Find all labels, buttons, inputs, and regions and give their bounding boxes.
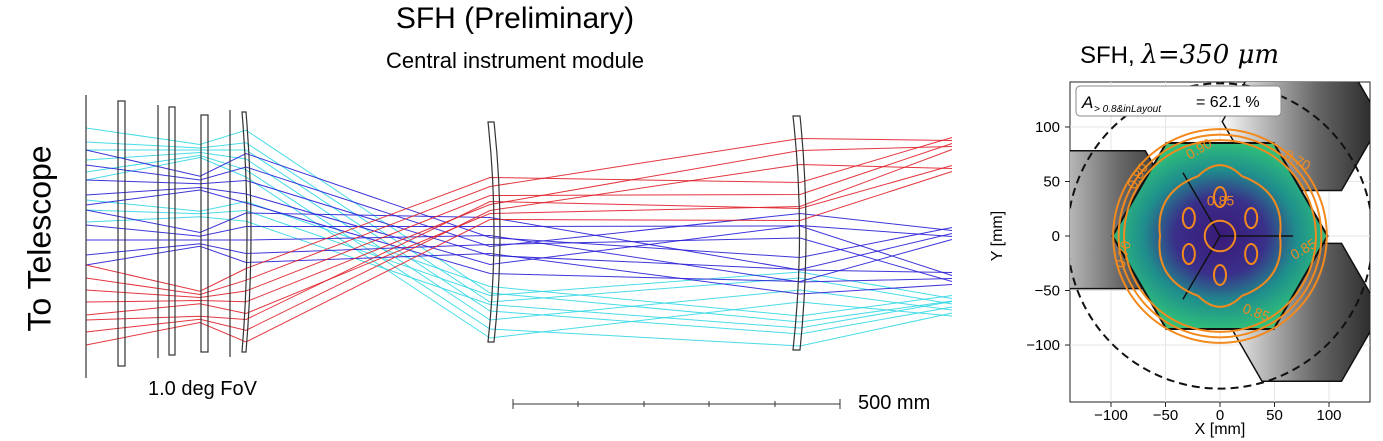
ray-path <box>85 137 953 292</box>
contour-island <box>1213 263 1227 286</box>
efficiency-subscript: > 0.8&inLayout <box>1094 104 1162 115</box>
ray-path <box>85 199 953 317</box>
filter-element-1 <box>117 100 126 367</box>
contour-island <box>1181 207 1196 230</box>
contour-ring <box>1123 139 1317 333</box>
contour-ring <box>1112 128 1328 344</box>
x-tick-label: −100 <box>1094 407 1128 424</box>
contour-loop <box>1158 164 1282 308</box>
diagram-subtitle: Central instrument module <box>385 48 644 73</box>
plot-ticks: −100 −50 0 50 100 100 50 0 −50 −100 <box>1026 119 1341 424</box>
plot-title-wavelength: λ=350 μm <box>1141 40 1280 70</box>
x-axis-label: X [mm] <box>1195 421 1246 438</box>
efficiency-symbol: A <box>1081 93 1093 112</box>
contour-island <box>1244 207 1259 230</box>
lens-1 <box>241 111 252 353</box>
contour-island <box>1181 242 1196 265</box>
scale-bar-label: 500 mm <box>858 392 931 414</box>
lens-2 <box>487 121 501 343</box>
contour-island <box>1244 242 1259 265</box>
x-tick-label: −50 <box>1153 407 1178 424</box>
plot-title: SFH, λ=350 μm <box>1080 40 1380 70</box>
y-tick-label: −100 <box>1026 337 1060 354</box>
fov-label: 1.0 deg FoV <box>148 378 257 400</box>
y-tick-label: 100 <box>1035 119 1060 136</box>
efficiency-value: = 62.1 % <box>1196 94 1260 111</box>
diagram-title: SFH (Preliminary) <box>395 2 635 35</box>
ray-path <box>85 149 953 316</box>
lens-3 <box>792 115 807 351</box>
ray-path <box>86 149 953 335</box>
contour-island <box>1213 186 1227 209</box>
ray-path <box>85 146 953 303</box>
y-tick-label: −50 <box>1035 283 1060 300</box>
optical-elements <box>85 95 807 378</box>
ray-path <box>85 216 953 329</box>
y-axis-label: Y [mm] <box>989 211 1006 261</box>
hex-boundary-line <box>1182 172 1221 237</box>
hex-boundary-line <box>1182 235 1221 300</box>
ray-path <box>86 234 953 283</box>
ray-path <box>85 186 953 266</box>
ray-path <box>85 209 953 273</box>
ray-path <box>85 171 953 346</box>
contour-label: 0.85 <box>1207 192 1234 208</box>
ray-path <box>85 224 953 276</box>
ray-path <box>85 149 953 259</box>
ray-path <box>85 151 953 321</box>
ray-path <box>85 141 953 305</box>
ray-path <box>85 165 953 321</box>
ray-path <box>85 127 953 323</box>
ray-path <box>85 143 953 299</box>
plot-title-prefix: SFH, <box>1080 42 1135 69</box>
x-tick-label: 50 <box>1266 407 1283 424</box>
y-tick-label: 50 <box>1043 174 1060 191</box>
scale-bar <box>512 399 841 409</box>
dashed-boundary-circle <box>1070 82 1370 390</box>
ray-path <box>85 163 953 333</box>
x-tick-label: 0 <box>1216 407 1224 424</box>
contour-label: 0.70 <box>1112 239 1135 270</box>
ray-path <box>85 237 953 282</box>
contour-center <box>1203 219 1237 253</box>
filter-element-4 <box>200 114 209 353</box>
efficiency-legend-box: A > 0.8&inLayout = 62.1 % <box>1075 85 1282 117</box>
ray-path <box>85 179 953 271</box>
contour-ring <box>1117 133 1323 339</box>
ray-path <box>85 245 953 295</box>
y-tick-label: 0 <box>1052 228 1060 245</box>
ray-bundle-group <box>85 127 953 347</box>
filter-element-3 <box>168 106 176 356</box>
ray-path <box>85 164 953 248</box>
x-tick-label: 100 <box>1316 407 1341 424</box>
ray-path <box>85 137 953 296</box>
